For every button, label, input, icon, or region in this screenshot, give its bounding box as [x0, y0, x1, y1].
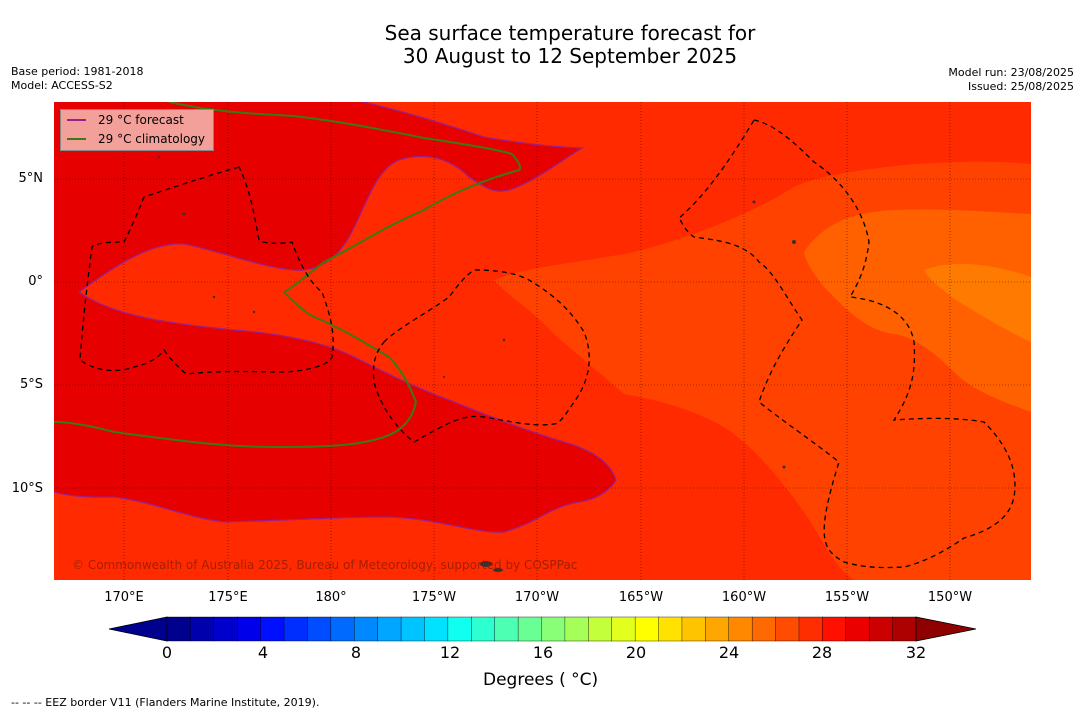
colorbar-tick-32: 32	[905, 643, 927, 662]
island-dots	[158, 156, 796, 572]
title-line-1: Sea surface temperature forecast for	[384, 21, 756, 45]
colorbar-cell	[822, 616, 847, 642]
base-period-text: Base period: 1981-2018	[11, 65, 144, 78]
lon-label-175w: 175°W	[411, 590, 457, 605]
sst-map-svg	[54, 102, 1031, 580]
lat-label-10s: 10°S	[11, 481, 43, 496]
colorbar-cell	[190, 616, 215, 642]
map-gridlines	[54, 102, 1031, 580]
legend-item-forecast: 29 °C forecast	[67, 111, 184, 129]
eez-borders	[79, 119, 1016, 569]
colorbar-cell	[705, 616, 730, 642]
lon-label-165w: 165°W	[618, 590, 664, 605]
colorbar-cell	[564, 616, 589, 642]
colorbar-cell	[658, 616, 683, 642]
colorbar-cell	[681, 616, 706, 642]
lon-label-150w: 150°W	[927, 590, 973, 605]
info-right: Model run: 23/08/2025 Issued: 25/08/2025	[948, 66, 1074, 94]
lon-label-175e: 175°E	[208, 590, 248, 605]
colorbar-under-arrow	[108, 616, 168, 642]
colorbar-cell	[330, 616, 355, 642]
colorbar-cell	[471, 616, 496, 642]
sst-band-29-30	[54, 102, 616, 533]
climatology-swatch	[67, 138, 86, 140]
colorbar-cell	[237, 616, 262, 642]
lat-label-0: 0°	[28, 274, 43, 289]
forecast-29c-contour	[54, 102, 617, 533]
info-left: Base period: 1981-2018 Model: ACCESS-S2	[11, 65, 143, 93]
eez-footnote: -- -- -- EEZ border V11 (Flanders Marine…	[11, 696, 320, 709]
colorbar-cell	[517, 616, 542, 642]
colorbar-tick-20: 20	[625, 643, 647, 662]
colorbar-cell	[494, 616, 519, 642]
colorbar-cell	[728, 616, 753, 642]
colorbar-cell	[424, 616, 449, 642]
sst-band-26-27	[804, 209, 1031, 412]
legend-item-climatology: 29 °C climatology	[67, 130, 205, 148]
colorbar-tick-28: 28	[811, 643, 833, 662]
colorbar-over-arrow	[915, 616, 977, 642]
model-run-text: Model run: 23/08/2025	[948, 66, 1074, 79]
colorbar-cell	[751, 616, 777, 642]
map-legend: 29 °C forecast 29 °C climatology	[60, 109, 214, 151]
colorbar-tick-4: 4	[257, 643, 269, 662]
colorbar-cell	[588, 616, 613, 642]
forecast-swatch	[67, 119, 86, 121]
issued-text: Issued: 25/08/2025	[967, 80, 1074, 93]
colorbar-cell	[775, 616, 800, 642]
colorbar-cell	[377, 616, 402, 642]
colorbar-title: Degrees ( °C)	[483, 670, 599, 690]
colorbar-cell	[166, 616, 191, 642]
lat-label-5n: 5°N	[18, 171, 44, 186]
legend-label-climatology: 29 °C climatology	[98, 132, 206, 146]
colorbar-cell	[541, 616, 566, 642]
colorbar-cell	[611, 616, 636, 642]
colorbar-cell	[868, 616, 894, 642]
colorbar-cell	[307, 616, 332, 642]
legend-label-forecast: 29 °C forecast	[98, 113, 184, 127]
colorbar-cell	[798, 616, 823, 642]
lon-label-170w: 170°W	[514, 590, 560, 605]
lon-label-180: 180°	[315, 590, 347, 605]
copyright-notice: © Commonwealth of Australia 2025, Bureau…	[72, 558, 578, 572]
climatology-29c-contour	[54, 102, 522, 449]
colorbar-cell	[260, 616, 285, 642]
colorbar-tick-8: 8	[350, 643, 362, 662]
sst-band-25-26	[924, 263, 1031, 342]
colorbar-cell	[354, 616, 379, 642]
colorbar-tick-12: 12	[439, 643, 461, 662]
colorbar-cell	[283, 616, 308, 642]
title-line-2: 30 August to 12 September 2025	[402, 44, 738, 68]
lon-label-155w: 155°W	[824, 590, 870, 605]
map-title: Sea surface temperature forecast for 30 …	[0, 22, 1085, 68]
colorbar-cell	[400, 616, 425, 642]
colorbar-cell	[634, 616, 660, 642]
lon-label-170e: 170°E	[104, 590, 144, 605]
sst-map[interactable]	[54, 102, 1031, 580]
colorbar-tick-0: 0	[161, 643, 173, 662]
lat-label-5s: 5°S	[19, 377, 43, 392]
colorbar-tick-16: 16	[532, 643, 554, 662]
lon-label-160w: 160°W	[721, 590, 767, 605]
colorbar-cell	[447, 616, 472, 642]
colorbar-cell	[213, 616, 238, 642]
model-text: Model: ACCESS-S2	[11, 79, 113, 92]
colorbar-cell	[845, 616, 870, 642]
colorbar-cell	[892, 616, 917, 642]
colorbar-tick-24: 24	[718, 643, 740, 662]
